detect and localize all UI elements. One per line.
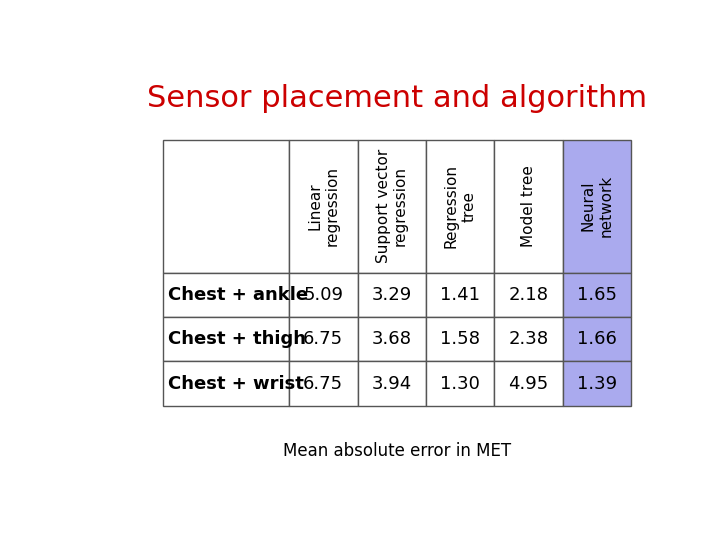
Text: Regression
tree: Regression tree [444,164,477,248]
Bar [163,140,289,273]
Bar [358,273,426,317]
Text: 4.95: 4.95 [508,375,549,393]
Text: 1.39: 1.39 [577,375,617,393]
Bar [426,361,495,406]
Bar [289,140,358,273]
Text: Chest + wrist: Chest + wrist [168,375,304,393]
Bar [495,361,563,406]
Bar [358,140,426,273]
Text: 5.09: 5.09 [303,286,343,304]
Text: 1.41: 1.41 [440,286,480,304]
Text: 3.29: 3.29 [372,286,412,304]
Bar [358,361,426,406]
Text: 2.18: 2.18 [508,286,549,304]
Text: 3.68: 3.68 [372,330,412,348]
Bar [563,361,631,406]
Bar [426,273,495,317]
Bar [495,317,563,361]
Text: Chest + ankle: Chest + ankle [168,286,308,304]
Bar [563,140,631,273]
Text: 6.75: 6.75 [303,375,343,393]
Text: 1.66: 1.66 [577,330,617,348]
Text: Model tree: Model tree [521,165,536,247]
Text: 6.75: 6.75 [303,330,343,348]
Text: Linear
regression: Linear regression [307,166,340,246]
Bar [563,273,631,317]
Text: 2.38: 2.38 [508,330,549,348]
Bar [289,317,358,361]
Bar [426,317,495,361]
Text: 3.94: 3.94 [372,375,412,393]
Text: Neural
network: Neural network [581,175,613,237]
Bar [163,317,289,361]
Bar [426,140,495,273]
Bar [358,317,426,361]
Bar [163,273,289,317]
Text: 1.30: 1.30 [440,375,480,393]
Bar [495,273,563,317]
Text: Sensor placement and algorithm: Sensor placement and algorithm [147,84,647,112]
Bar [495,140,563,273]
Text: 1.58: 1.58 [440,330,480,348]
Bar [163,361,289,406]
Text: Support vector
regression: Support vector regression [376,149,408,264]
Text: Chest + thigh: Chest + thigh [168,330,306,348]
Bar [289,273,358,317]
Bar [289,361,358,406]
Text: Mean absolute error in MET: Mean absolute error in MET [283,442,511,461]
Bar [563,317,631,361]
Text: 1.65: 1.65 [577,286,617,304]
